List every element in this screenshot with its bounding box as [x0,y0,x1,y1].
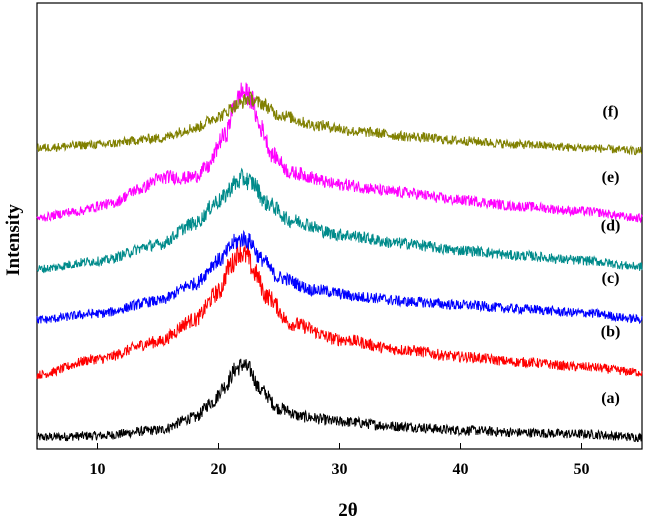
plot-frame [36,2,643,450]
series-label-3: (c) [602,270,620,287]
series-line-1 [36,358,643,443]
series-label-2: (b) [601,324,621,341]
series-line-4 [36,167,643,274]
series-line-6 [36,91,643,156]
series-line-5 [36,82,643,224]
series-line-3 [36,229,643,325]
series-label-1: (a) [601,390,620,407]
x-axis-ticks: 10 20 30 40 50 [90,443,590,478]
series-label-6: (f) [603,103,619,120]
y-axis-label: Intensity [3,204,24,276]
series-layer [36,82,643,443]
x-tick-label-40: 40 [453,461,469,478]
x-axis-label: 2θ [338,500,358,521]
series-line-2 [36,242,643,379]
series-label-layer: (a) (b) (c) (d) (e) (f) [601,103,621,406]
series-label-5: (e) [602,169,620,186]
x-tick-label-30: 30 [332,461,348,478]
x-tick-label-10: 10 [90,461,106,478]
series-label-4: (d) [601,218,621,235]
x-tick-label-20: 20 [211,461,227,478]
x-tick-label-50: 50 [574,461,590,478]
